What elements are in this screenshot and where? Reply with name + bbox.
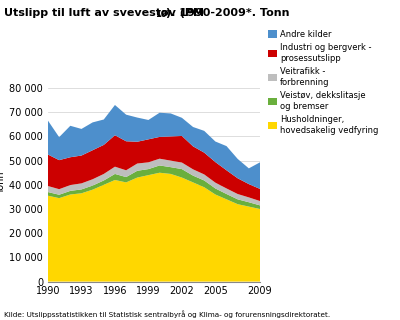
Y-axis label: Tonn: Tonn <box>0 171 6 194</box>
Text: Kilde: Utslippsstatistikken til Statistisk sentralbyrå og Klima- og forurensning: Kilde: Utslippsstatistikken til Statisti… <box>4 311 330 318</box>
Text: ). 1990-2009*. Tonn: ). 1990-2009*. Tonn <box>166 8 290 18</box>
Text: 10: 10 <box>155 10 167 19</box>
Text: Utslipp til luft av svevestøv (PM: Utslipp til luft av svevestøv (PM <box>4 8 204 18</box>
Legend: Andre kilder, Industri og bergverk -
prosessutslipp, Veitrafikk -
forbrenning, V: Andre kilder, Industri og bergverk - pro… <box>268 30 378 135</box>
